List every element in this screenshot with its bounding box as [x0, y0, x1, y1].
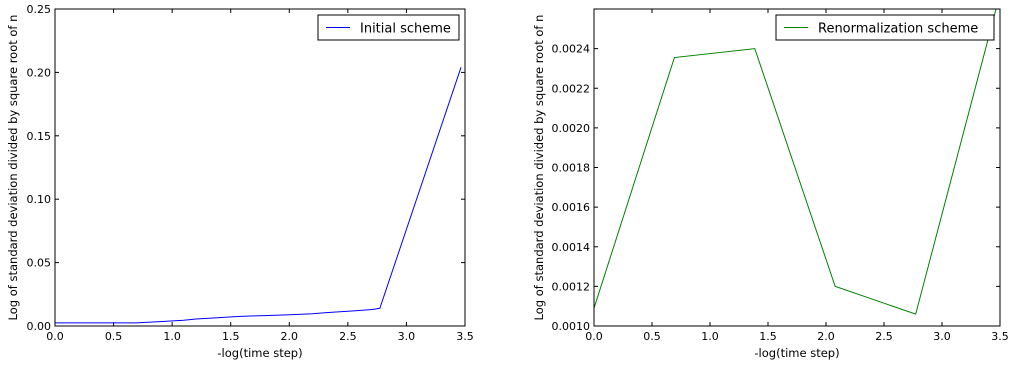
x-axis-label: -log(time step) — [217, 346, 302, 360]
y-tick-label: 0.0010 — [552, 320, 591, 333]
x-tick-label: 3.5 — [991, 330, 1009, 343]
x-tick-label: 1.0 — [701, 330, 719, 343]
legend: Renormalization scheme — [775, 14, 995, 41]
y-tick-label: 0.00 — [27, 320, 52, 333]
y-axis-label: Log of standard deviation divided by squ… — [532, 15, 546, 321]
x-tick-label: 0.5 — [643, 330, 661, 343]
y-tick-label: 0.0016 — [552, 201, 591, 214]
x-tick-label: 2.5 — [875, 330, 893, 343]
chart-panel-1: 0.0 0.5 1.0 1.5 2.0 2.5 3.0 3.5 0.00 0.05 0.10 0.15… — [6, 3, 474, 360]
legend: Initial scheme — [317, 14, 460, 41]
x-tick-label: 1.5 — [222, 330, 240, 343]
x-tick-label: 2.0 — [281, 330, 299, 343]
y-tick-label: 0.0024 — [552, 43, 591, 56]
x-tick-label: 2.0 — [817, 330, 835, 343]
y-tick-label: 0.20 — [27, 66, 52, 79]
y-tick-label: 0.0014 — [552, 241, 591, 254]
y-tick-label: 0.0012 — [552, 280, 591, 293]
x-axis-label: -log(time step) — [754, 346, 839, 360]
x-tick-label: 3.0 — [933, 330, 951, 343]
x-tick-label: 2.5 — [339, 330, 357, 343]
y-tick-label: 0.0022 — [552, 82, 591, 95]
plot-frame — [593, 8, 1001, 327]
y-tick-label: 0.10 — [27, 193, 52, 206]
x-tick-label: 3.5 — [456, 330, 474, 343]
x-tick-label: 1.0 — [163, 330, 181, 343]
legend-label: Initial scheme — [360, 22, 451, 37]
y-tick-label: 0.25 — [27, 3, 52, 16]
legend-label: Renormalization scheme — [818, 22, 978, 37]
y-tick-label: 0.05 — [27, 257, 52, 270]
y-tick-label: 0.15 — [27, 130, 52, 143]
legend-box — [775, 14, 995, 41]
x-tick-label: 3.0 — [398, 330, 416, 343]
y-tick-label: 0.0018 — [552, 162, 591, 175]
y-axis-label: Log of standard deviation divided by squ… — [6, 15, 20, 321]
x-tick-label: 0.5 — [105, 330, 123, 343]
x-tick-label: 1.5 — [759, 330, 777, 343]
plot-frame — [54, 8, 466, 327]
x-tick-label: 0.0 — [46, 330, 64, 343]
chart-panel-2: 0.0 0.5 1.0 1.5 2.0 2.5 3.0 3.5 0.0010 0.0012 0.00… — [532, 8, 1009, 360]
series-line-1 — [594, 9, 997, 315]
series-line-1 — [55, 67, 462, 324]
y-tick-label: 0.0020 — [552, 122, 591, 135]
x-tick-label: 0.0 — [585, 330, 603, 343]
